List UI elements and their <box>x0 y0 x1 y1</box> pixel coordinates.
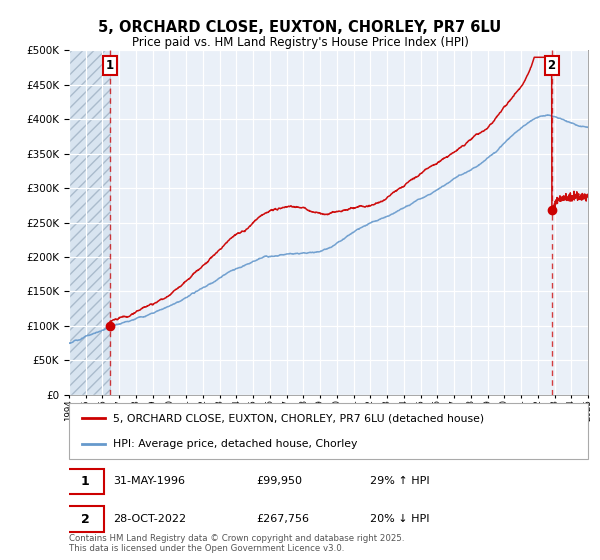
Text: 20% ↓ HPI: 20% ↓ HPI <box>370 514 430 524</box>
Text: 5, ORCHARD CLOSE, EUXTON, CHORLEY, PR7 6LU (detached house): 5, ORCHARD CLOSE, EUXTON, CHORLEY, PR7 6… <box>113 413 484 423</box>
Text: 2: 2 <box>548 59 556 72</box>
Text: 1: 1 <box>81 475 89 488</box>
Text: Contains HM Land Registry data © Crown copyright and database right 2025.
This d: Contains HM Land Registry data © Crown c… <box>69 534 404 553</box>
Text: HPI: Average price, detached house, Chorley: HPI: Average price, detached house, Chor… <box>113 439 358 449</box>
Text: 29% ↑ HPI: 29% ↑ HPI <box>370 477 430 487</box>
Text: £99,950: £99,950 <box>256 477 302 487</box>
Text: 31-MAY-1996: 31-MAY-1996 <box>113 477 185 487</box>
FancyBboxPatch shape <box>67 469 104 494</box>
Text: 28-OCT-2022: 28-OCT-2022 <box>113 514 186 524</box>
FancyBboxPatch shape <box>67 506 104 532</box>
Text: £267,756: £267,756 <box>256 514 309 524</box>
Text: 5, ORCHARD CLOSE, EUXTON, CHORLEY, PR7 6LU: 5, ORCHARD CLOSE, EUXTON, CHORLEY, PR7 6… <box>98 20 502 35</box>
Text: 1: 1 <box>106 59 113 72</box>
Text: 2: 2 <box>81 513 89 526</box>
Text: Price paid vs. HM Land Registry's House Price Index (HPI): Price paid vs. HM Land Registry's House … <box>131 36 469 49</box>
FancyBboxPatch shape <box>69 403 588 459</box>
